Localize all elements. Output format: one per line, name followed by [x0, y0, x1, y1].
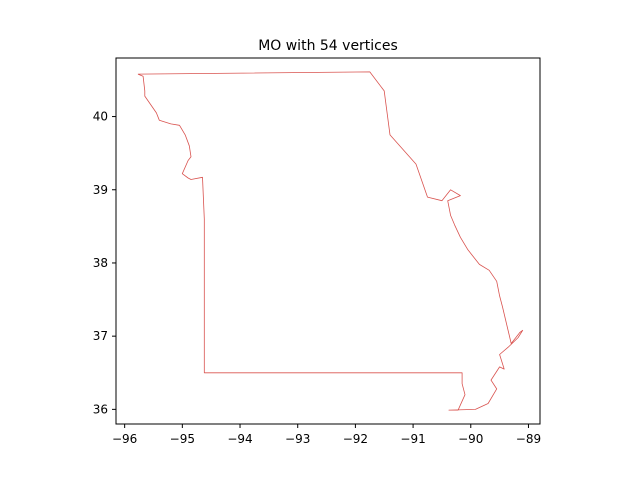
- chart-title: MO with 54 vertices: [258, 38, 398, 54]
- y-tick-label: 38: [93, 256, 108, 270]
- x-tick-label: −91: [400, 432, 425, 446]
- y-axis: 36 37 38 39 40: [93, 110, 116, 416]
- y-tick-label: 36: [93, 402, 108, 416]
- y-tick-label: 39: [93, 183, 108, 197]
- x-tick-label: −96: [112, 432, 137, 446]
- x-tick-label: −89: [516, 432, 541, 446]
- x-tick-label: −90: [458, 432, 483, 446]
- y-tick-label: 37: [93, 329, 108, 343]
- x-tick-label: −93: [285, 432, 310, 446]
- series-line-0: [137, 71, 524, 411]
- axes-frame: [115, 57, 541, 425]
- x-axis: −96 −95 −94 −93 −92 −91 −90 −89: [112, 424, 541, 446]
- x-tick-label: −95: [170, 432, 195, 446]
- plot-area: [137, 71, 524, 411]
- x-tick-label: −92: [343, 432, 368, 446]
- y-tick-label: 40: [93, 110, 108, 124]
- x-tick-label: −94: [227, 432, 252, 446]
